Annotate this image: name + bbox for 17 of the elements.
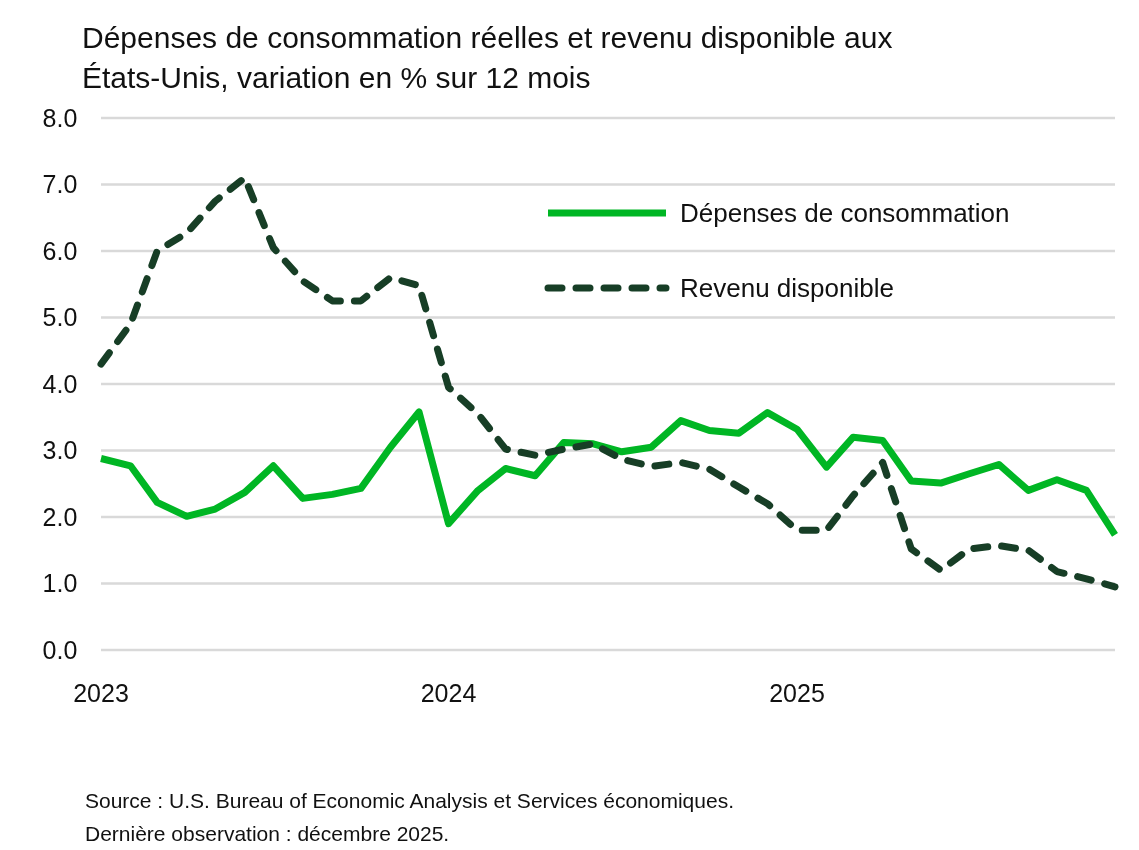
x-tick-label: 2024 [420,679,477,707]
y-tick-label: 4.0 [42,369,78,398]
y-tick-label: 5.0 [42,303,78,332]
text: Dernière observation : décembre 2025. [85,822,450,845]
x-tick-label: 2025 [769,679,825,707]
legend-label: Revenu disponible [680,273,894,304]
y-tick-label: 2.0 [42,502,78,531]
source-note: Source : U.S. Bureau of Economic Analysis et Services économiques. [85,789,734,812]
y-tick-label: 6.0 [42,236,78,265]
y-tick-label: 7.0 [42,170,78,199]
y-tick-label: 0.0 [42,635,78,664]
y-tick-label: 8.0 [42,103,78,132]
y-tick-label: 1.0 [42,569,78,598]
y-tick-label: 3.0 [42,436,78,465]
chart-title: Dépenses de consommation réelles et revenu disponible aux États-Unis, variation en % sur 12 mois [82,21,893,94]
x-tick-label: 2023 [73,679,129,707]
legend-label: Dépenses de consommation [680,198,1010,229]
